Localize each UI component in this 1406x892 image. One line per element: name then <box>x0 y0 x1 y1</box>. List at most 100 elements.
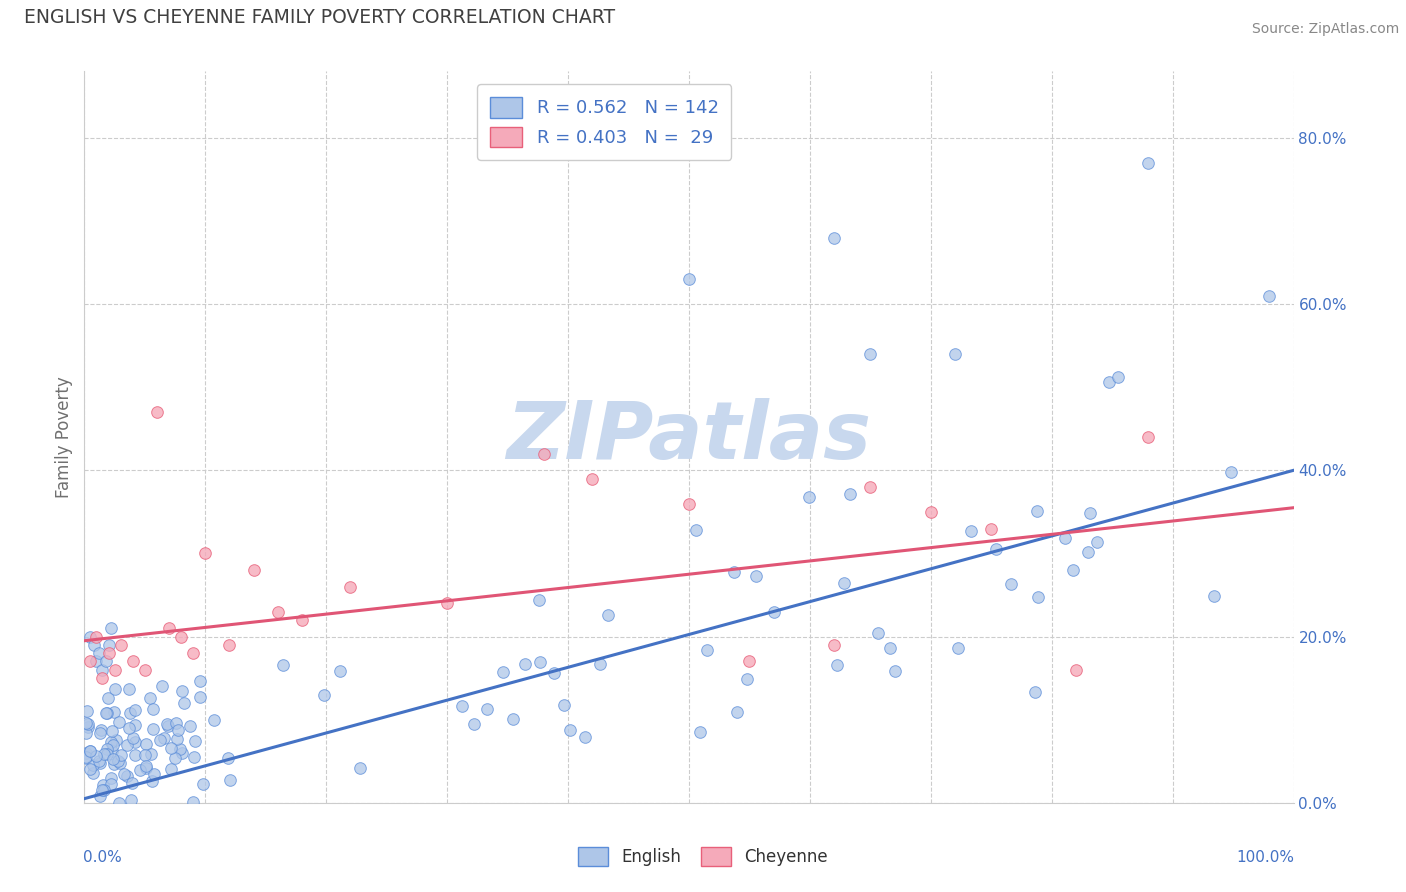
Point <box>183 749 205 764</box>
Point <box>103 739 125 753</box>
Point <box>884 664 907 678</box>
Point <box>267 605 290 619</box>
Point <box>170 746 193 760</box>
Point <box>960 524 983 538</box>
Point <box>75 746 97 760</box>
Point <box>1062 563 1084 577</box>
Text: 100.0%: 100.0% <box>1237 850 1295 865</box>
Point <box>436 596 458 610</box>
Point <box>100 777 122 791</box>
Point <box>97 638 120 652</box>
Point <box>920 505 942 519</box>
Point <box>312 688 335 702</box>
Point <box>110 638 132 652</box>
Point <box>91 782 114 797</box>
Point <box>129 763 152 777</box>
Point <box>107 754 129 768</box>
Point <box>157 621 180 635</box>
Point <box>141 774 163 789</box>
Point <box>172 683 194 698</box>
Point <box>77 719 100 733</box>
Point <box>76 704 98 718</box>
Point <box>76 717 98 731</box>
Point <box>218 638 240 652</box>
Point <box>193 777 215 791</box>
Point <box>463 717 485 731</box>
Point <box>135 759 157 773</box>
Point <box>589 657 612 672</box>
Point <box>100 771 122 785</box>
Point <box>86 630 108 644</box>
Point <box>101 744 124 758</box>
Point <box>574 730 596 744</box>
Point <box>1098 375 1121 389</box>
Point <box>1258 289 1281 303</box>
Point <box>79 743 101 757</box>
Point <box>1107 370 1129 384</box>
Point <box>101 723 124 738</box>
Point <box>141 723 163 737</box>
Point <box>1024 685 1046 699</box>
Point <box>339 580 361 594</box>
Point <box>91 778 114 792</box>
Point <box>120 792 142 806</box>
Point <box>121 776 143 790</box>
Point <box>135 761 157 775</box>
Point <box>94 655 117 669</box>
Point <box>93 782 115 797</box>
Point <box>859 347 882 361</box>
Point <box>124 703 146 717</box>
Legend: R = 0.562   N = 142, R = 0.403   N =  29: R = 0.562 N = 142, R = 0.403 N = 29 <box>477 84 731 160</box>
Point <box>112 766 135 780</box>
Point <box>96 747 118 762</box>
Point <box>1137 430 1160 444</box>
Point <box>194 546 217 560</box>
Point <box>1137 155 1160 169</box>
Point <box>79 630 101 644</box>
Point <box>797 490 820 504</box>
Point <box>738 655 761 669</box>
Point <box>735 672 758 686</box>
Point <box>678 272 700 286</box>
Point <box>866 626 889 640</box>
Point <box>242 563 264 577</box>
Point <box>827 658 849 673</box>
Point <box>291 613 314 627</box>
Text: ZIPatlas: ZIPatlas <box>506 398 872 476</box>
Point <box>82 757 104 772</box>
Point <box>553 698 575 713</box>
Point <box>87 755 110 769</box>
Point <box>156 719 179 733</box>
Point <box>108 714 131 729</box>
Point <box>1000 577 1022 591</box>
Point <box>104 682 127 697</box>
Text: 0.0%: 0.0% <box>83 850 122 865</box>
Point <box>1220 465 1243 479</box>
Point <box>543 666 565 681</box>
Point <box>823 230 845 244</box>
Point <box>1077 544 1099 558</box>
Point <box>163 751 186 765</box>
Point <box>110 748 132 763</box>
Point <box>134 663 156 677</box>
Point <box>170 630 193 644</box>
Point <box>217 750 239 764</box>
Point <box>723 565 745 579</box>
Point <box>745 569 768 583</box>
Point <box>184 734 207 748</box>
Point <box>529 655 551 669</box>
Point <box>1064 663 1087 677</box>
Point <box>946 641 969 656</box>
Point <box>349 761 371 775</box>
Point <box>149 733 172 747</box>
Point <box>143 766 166 780</box>
Point <box>166 732 188 747</box>
Point <box>87 646 110 660</box>
Point <box>103 757 125 772</box>
Legend: English, Cheyenne: English, Cheyenne <box>571 840 835 873</box>
Point <box>533 447 555 461</box>
Point <box>135 737 157 751</box>
Point <box>110 756 132 770</box>
Point <box>1026 504 1049 518</box>
Point <box>97 646 120 660</box>
